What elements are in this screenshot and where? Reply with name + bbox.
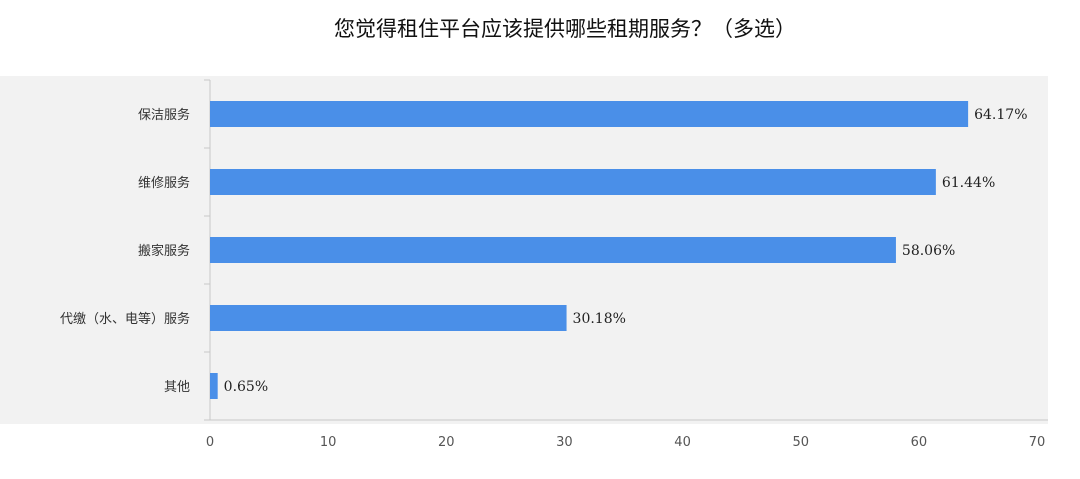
category-label: 维修服务 — [138, 175, 190, 191]
x-tick-label: 70 — [1029, 435, 1046, 450]
data-label: 61.44% — [942, 175, 995, 191]
x-tick-label: 0 — [206, 435, 214, 450]
data-label: 58.06% — [902, 243, 955, 259]
bar — [210, 305, 567, 331]
chart-title: 您觉得租住平台应该提供哪些租期服务？（多选） — [334, 17, 796, 41]
data-label: 30.18% — [573, 311, 626, 327]
bar — [210, 101, 969, 127]
x-tick-label: 20 — [438, 435, 455, 450]
data-label: 64.17% — [974, 107, 1027, 123]
x-tick-label: 60 — [911, 435, 928, 450]
bar — [210, 237, 896, 263]
x-tick-label: 40 — [674, 435, 691, 450]
bar — [210, 373, 218, 399]
labels: 保洁服务 64.17% 维修服务 61.44% 搬家服务 58.06% 代缴（水、电等）服务… — [60, 107, 1028, 395]
category-label: 搬家服务 — [138, 243, 190, 259]
category-label: 保洁服务 — [138, 107, 190, 123]
category-label: 其他 — [164, 380, 190, 395]
bars — [210, 101, 969, 399]
x-tick-label: 10 — [320, 435, 337, 450]
bar — [210, 169, 936, 195]
data-label: 0.65% — [224, 379, 268, 395]
x-tick-label: 30 — [556, 435, 573, 450]
category-label: 代缴（水、电等）服务 — [60, 311, 190, 327]
x-tick-label: 50 — [792, 435, 809, 450]
